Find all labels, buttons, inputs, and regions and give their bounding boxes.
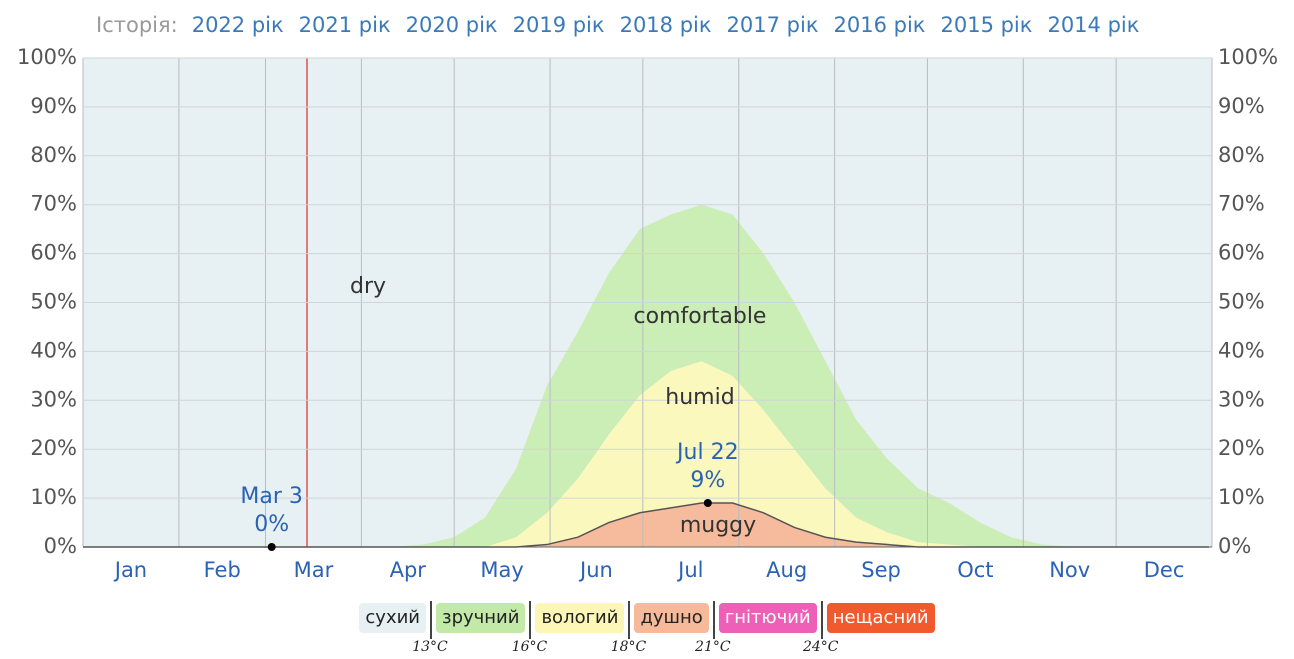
threshold-label: 24°C: [802, 639, 839, 655]
x-tick-label: Apr: [390, 558, 427, 582]
area: [83, 204, 1209, 547]
x-tick-label: Mar: [294, 558, 334, 582]
history-year-link[interactable]: 2020 рік: [406, 13, 498, 37]
y-tick-label: 0%: [1218, 534, 1251, 558]
history-year-link[interactable]: 2018 рік: [620, 13, 712, 37]
y-tick-label: 60%: [1218, 241, 1265, 265]
y-tick-label: 50%: [30, 290, 77, 314]
y-tick-label: 40%: [30, 338, 77, 362]
threshold-label: 18°C: [610, 639, 647, 655]
y-tick-label: 100%: [1218, 45, 1278, 69]
x-tick-label: Jun: [578, 558, 613, 582]
history-year-link[interactable]: 2019 рік: [513, 13, 605, 37]
y-tick-label: 80%: [30, 143, 77, 167]
legend: сухий 13°C зручний 16°C вологий 18°C душно 21°C…: [0, 601, 1294, 655]
y-tick-label: 10%: [30, 485, 77, 509]
annotation-date: Jul 22: [675, 440, 739, 465]
history-year-link[interactable]: 2014 рік: [1047, 13, 1139, 37]
x-tick-label: Jan: [113, 558, 147, 582]
annotation-value: 0%: [254, 512, 289, 537]
y-tick-label: 50%: [1218, 290, 1265, 314]
x-tick-label: Dec: [1144, 558, 1185, 582]
area-label: humid: [665, 385, 734, 410]
area-label: comfortable: [634, 304, 767, 329]
area-label: muggy: [680, 513, 756, 538]
history-year-link[interactable]: 2017 рік: [727, 13, 819, 37]
x-tick-label: Jul: [676, 558, 703, 582]
legend-separator: 21°C: [695, 601, 731, 655]
y-tick-label: 0%: [44, 534, 77, 558]
y-tick-label: 90%: [30, 94, 77, 118]
history-year-link[interactable]: 2021 рік: [299, 13, 391, 37]
annotation-value: 9%: [690, 468, 725, 493]
y-tick-label: 90%: [1218, 94, 1265, 118]
annotation-date: Mar 3: [240, 484, 303, 509]
y-tick-label: 80%: [1218, 143, 1265, 167]
y-tick-label: 100%: [17, 45, 77, 69]
x-tick-label: Oct: [957, 558, 993, 582]
legend-item: нещасний: [826, 603, 935, 633]
legend-separator: 13°C: [412, 601, 448, 655]
y-tick-label: 70%: [1218, 192, 1265, 216]
area: [83, 502, 1209, 547]
legend-item: вологий: [535, 603, 625, 633]
legend-item: гнітючий: [718, 603, 817, 633]
legend-item: душно: [634, 603, 709, 633]
y-tick-label: 10%: [1218, 485, 1265, 509]
annotation-point: [703, 498, 712, 507]
threshold-label: 13°C: [412, 639, 448, 655]
y-tick-label: 30%: [30, 387, 77, 411]
history-year-link[interactable]: 2016 рік: [834, 13, 926, 37]
y-tick-label: 40%: [1218, 338, 1265, 362]
x-tick-label: Sep: [861, 558, 901, 582]
threshold-label: 16°C: [511, 639, 548, 655]
area: [83, 361, 1209, 547]
x-tick-label: Nov: [1049, 558, 1090, 582]
x-tick-label: May: [480, 558, 523, 582]
y-tick-label: 60%: [30, 241, 77, 265]
x-tick-label: Feb: [204, 558, 241, 582]
history-label: Історія:: [96, 13, 178, 37]
y-tick-label: 70%: [30, 192, 77, 216]
chart: Історія: 2022 рік 2021 рік 2020 рік 2019 рік…: [17, 13, 1278, 582]
y-tick-label: 30%: [1218, 387, 1265, 411]
legend-separator: 16°C: [512, 601, 547, 655]
area-label: dry: [350, 274, 386, 299]
legend-separator: 24°C: [803, 601, 838, 655]
y-tick-label: 20%: [1218, 436, 1265, 460]
history-year-link[interactable]: 2015 рік: [940, 13, 1032, 37]
annotation-point: [267, 543, 276, 551]
legend-separator: 18°C: [611, 601, 646, 655]
history-year-link[interactable]: 2022 рік: [192, 13, 284, 37]
y-tick-label: 20%: [30, 436, 77, 460]
threshold-label: 21°C: [695, 639, 731, 655]
legend-item: сухий: [359, 603, 426, 633]
legend-item: зручний: [436, 603, 526, 633]
x-tick-label: Aug: [766, 558, 807, 582]
